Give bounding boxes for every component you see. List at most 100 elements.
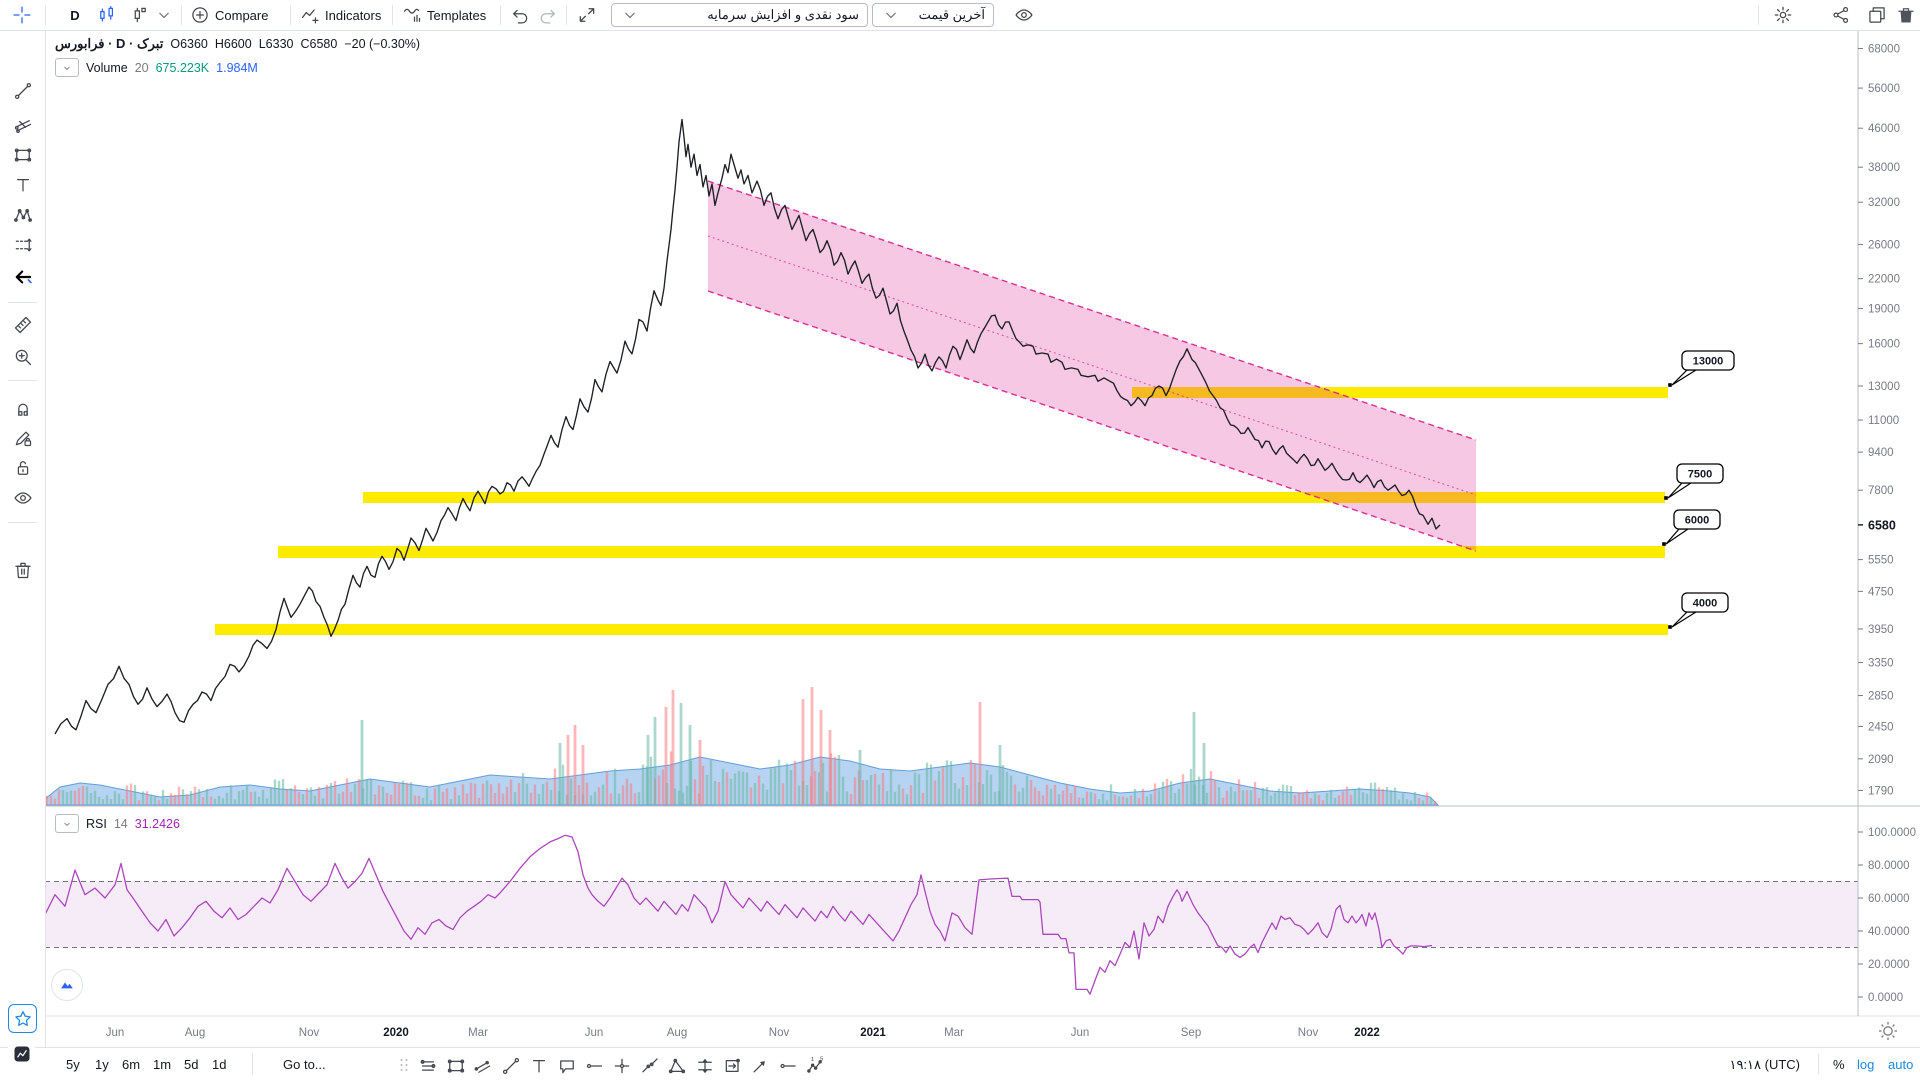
snapshot-button[interactable] [1864, 3, 1890, 27]
time-label-Jun: Jun [106, 1027, 125, 1039]
callout-6000[interactable]: 6000 [1662, 509, 1721, 546]
visibility-button[interactable] [1010, 3, 1038, 27]
price-axis[interactable]: 68000 56000 46000 38000 32000 26000 22000 19000… [1858, 43, 1916, 1004]
disjoint-lines-tool[interactable] [638, 1054, 662, 1078]
last-price-dropdown[interactable]: آخرین قیمت [872, 3, 994, 27]
symbol-title[interactable]: تبرک · D · فرابورس [55, 36, 164, 51]
ohlc-open: O6360 [170, 37, 208, 51]
drawing-mode[interactable] [10, 425, 36, 451]
delete-button[interactable] [1894, 3, 1918, 27]
share-button[interactable] [1828, 3, 1854, 27]
svg-text:6000: 6000 [1685, 515, 1709, 527]
callout-tool[interactable] [555, 1054, 579, 1078]
range-5y[interactable]: 5y [66, 1057, 80, 1072]
publish-ideas-button[interactable] [8, 1040, 35, 1067]
trash-icon [13, 560, 33, 580]
adjustments-dropdown[interactable]: سود نقدی و افزایش سرمایه [611, 3, 868, 27]
parallel-lines-tool[interactable] [416, 1054, 440, 1078]
svg-text:19000: 19000 [1868, 304, 1900, 316]
parallel-channel-tool[interactable] [471, 1054, 495, 1078]
goto-button[interactable]: Go to... [283, 1057, 326, 1072]
text-tool[interactable] [10, 172, 36, 198]
callout-4000[interactable]: 4000 [1668, 592, 1729, 629]
fullscreen-button[interactable] [574, 3, 600, 27]
svg-text:2450: 2450 [1868, 721, 1894, 733]
horizontal-line-tool-icon [778, 1056, 798, 1076]
band-7500[interactable] [363, 492, 1665, 503]
measure-tool[interactable] [10, 312, 36, 338]
templates-button[interactable]: Templates [402, 3, 486, 27]
back-arrow-tool[interactable] [10, 264, 36, 290]
time-axis[interactable]: Jun Aug Nov 2020 Mar Jun Aug Nov 2021 Mar Jun Sep No… [106, 1027, 1380, 1039]
undo-button[interactable] [508, 3, 532, 27]
horizontal-line-tool[interactable] [776, 1054, 800, 1078]
rsi-pane-button[interactable] [51, 969, 83, 1001]
adjustments-dropdown-value: سود نقدی و افزایش سرمایه [707, 7, 859, 22]
lock-drawings[interactable] [10, 455, 36, 481]
volume-legend-toggle[interactable] [55, 58, 79, 77]
patterns-tool[interactable] [10, 202, 36, 228]
rsi-value: 31.2426 [134, 816, 180, 831]
callout-13000[interactable]: 13000 [1668, 350, 1735, 387]
band-6000[interactable] [278, 546, 1665, 558]
remove-drawings[interactable] [10, 557, 36, 583]
redo-button[interactable] [536, 3, 560, 27]
band-4000[interactable] [215, 624, 1668, 635]
svg-text:4750: 4750 [1868, 586, 1894, 598]
range-1d[interactable]: 1d [212, 1057, 227, 1072]
auto-scale-button[interactable]: auto [1888, 1057, 1914, 1072]
volume-ma-value: 1.984M [216, 60, 258, 75]
zoom-in-tool[interactable] [10, 344, 36, 370]
range-5d[interactable]: 5d [184, 1057, 199, 1072]
log-scale-button[interactable]: log [1857, 1057, 1875, 1072]
compare-button[interactable]: Compare [190, 3, 268, 27]
chart-style-button[interactable] [126, 3, 152, 27]
disjoint-channel-tool[interactable] [693, 1054, 717, 1078]
chart-type-candles-button[interactable] [94, 3, 120, 27]
forecast-tool[interactable] [10, 232, 36, 258]
horizontal-ray-tool[interactable] [582, 1054, 606, 1078]
favorites-drag-handle[interactable] [398, 1055, 410, 1075]
trend-line-tool[interactable] [499, 1054, 523, 1078]
range-1m[interactable]: 1m [153, 1057, 172, 1072]
support-resistance-bands[interactable] [215, 387, 1668, 635]
time-label-Aug: Aug [185, 1027, 205, 1039]
range-1y[interactable]: 1y [95, 1057, 109, 1072]
crosshair-mode-button[interactable] [8, 3, 36, 27]
clock[interactable]: ۱۹:۱۸ (UTC) [1729, 1056, 1800, 1072]
volume-length: 20 [134, 60, 149, 75]
time-label-Jun: Jun [1071, 1027, 1090, 1039]
trend-line-tool[interactable] [10, 78, 36, 104]
arrow-marker-tool[interactable] [748, 1054, 772, 1078]
chart-style-dropdown[interactable] [155, 6, 173, 24]
hide-drawings[interactable] [10, 485, 36, 511]
brand-logo-icon [12, 1044, 32, 1064]
indicators-button[interactable]: Indicators [300, 3, 381, 27]
compare-icon [190, 5, 210, 25]
text-tool[interactable] [527, 1054, 551, 1078]
theme-sun-icon[interactable] [1879, 1022, 1897, 1040]
band-13000[interactable] [1132, 387, 1668, 398]
interval-button[interactable]: D [70, 7, 80, 23]
chart-canvas[interactable]: 13000 7500 6000 4000 68000 56000 46000 38000 320… [0, 30, 1920, 1047]
rsi-pane[interactable] [44, 834, 1858, 995]
rectangle-tool[interactable] [444, 1054, 468, 1078]
box-arrow-tool[interactable] [721, 1054, 745, 1078]
parallel-channel-tool-icon [473, 1056, 493, 1076]
settings-button[interactable] [1770, 3, 1796, 27]
cross-line-tool[interactable] [610, 1054, 634, 1078]
price-callouts[interactable]: 13000 7500 6000 4000 [1662, 350, 1735, 629]
shapes-tool[interactable] [10, 142, 36, 168]
percent-scale-button[interactable]: % [1833, 1057, 1845, 1072]
callout-7500[interactable]: 7500 [1664, 463, 1724, 500]
descending-channel-drawing[interactable] [707, 180, 1477, 552]
magnet-mode[interactable] [10, 395, 36, 421]
price-series[interactable] [54, 118, 1441, 735]
range-6m[interactable]: 6m [122, 1057, 141, 1072]
favorites-star-button[interactable] [8, 1004, 37, 1033]
rsi-legend-toggle[interactable] [55, 814, 79, 833]
gann-fib-tool[interactable] [10, 111, 36, 137]
triangle-pattern-tool[interactable] [665, 1054, 689, 1078]
rsi-legend: RSI 14 31.2426 [55, 814, 180, 833]
